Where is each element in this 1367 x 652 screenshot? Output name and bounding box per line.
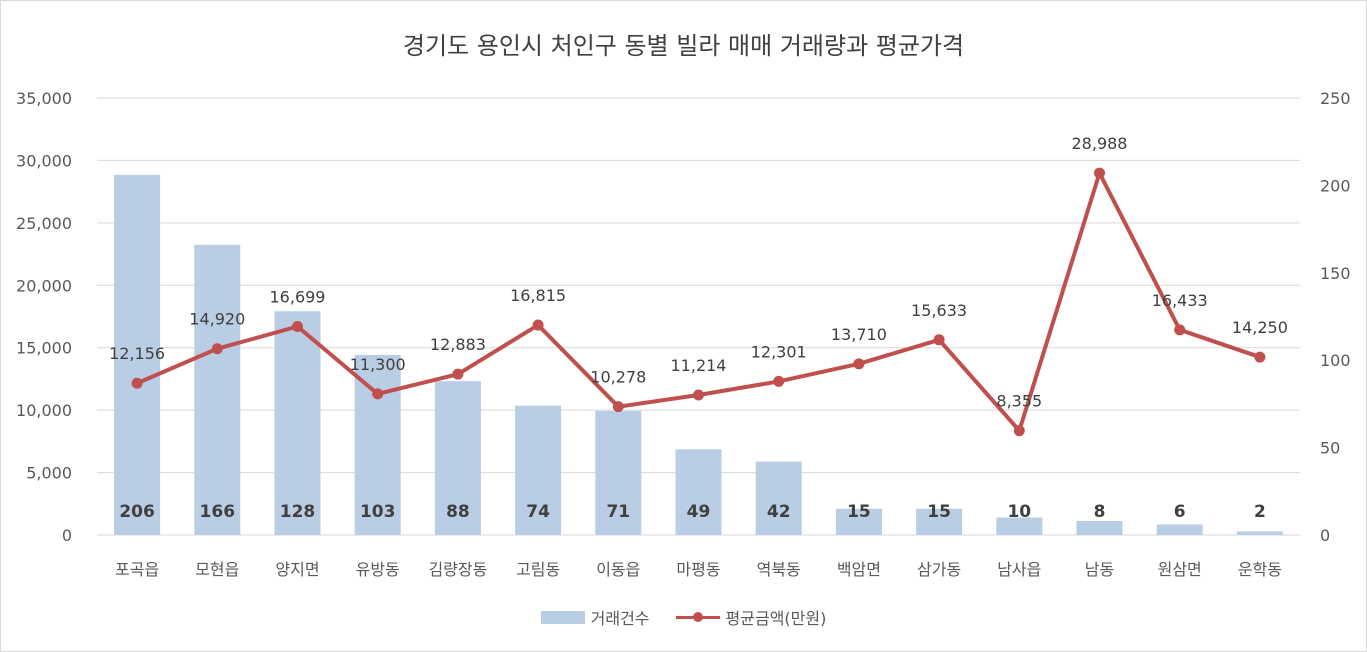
- bar-data-label: 10: [1007, 502, 1031, 522]
- x-axis-category-label: 삼가동: [917, 560, 961, 579]
- bar-data-label: 206: [119, 502, 155, 522]
- line-point: [131, 377, 143, 389]
- line-data-label: 14,250: [1232, 318, 1288, 337]
- legend-label-line: 평균금액(만원): [725, 609, 827, 628]
- bar: [675, 449, 722, 535]
- legend-item-line: 평균금액(만원): [675, 605, 827, 629]
- left-axis-tick-label: 10,000: [16, 401, 72, 420]
- line-point: [1254, 351, 1266, 363]
- bar: [194, 244, 241, 535]
- bar: [835, 508, 882, 535]
- bar-data-label: 15: [847, 502, 871, 522]
- legend: 거래건수 평균금액(만원): [0, 605, 1367, 629]
- bar: [755, 461, 802, 535]
- line-data-label: 11,214: [671, 356, 727, 375]
- x-axis-category-label: 포곡읍: [115, 560, 159, 579]
- bar-data-label: 8: [1094, 502, 1106, 522]
- x-axis-category-label: 남사읍: [997, 560, 1041, 579]
- x-axis-category-label: 역북동: [757, 560, 801, 579]
- bar: [916, 508, 963, 535]
- left-axis-tick-label: 5,000: [26, 464, 72, 483]
- line-point: [1094, 167, 1105, 179]
- bar-data-label: 42: [767, 502, 791, 522]
- line-point: [933, 334, 945, 346]
- line-data-label: 12,883: [430, 335, 486, 354]
- left-axis-tick-label: 15,000: [16, 339, 72, 358]
- bar-data-label: 128: [280, 502, 316, 522]
- bar-data-label: 49: [687, 502, 711, 522]
- bar-data-label: 166: [200, 502, 236, 522]
- right-axis-tick-label: 100: [1320, 351, 1351, 370]
- line-data-label: 16,815: [510, 286, 566, 305]
- bar: [1156, 524, 1203, 535]
- line-point: [853, 358, 865, 370]
- right-axis-tick-label: 50: [1320, 439, 1340, 458]
- bar: [354, 354, 401, 535]
- bar-data-label: 15: [927, 502, 951, 522]
- x-axis-category-label: 유방동: [356, 560, 400, 579]
- line-point: [292, 321, 303, 333]
- x-axis-category-label: 김량장동: [428, 560, 487, 579]
- bar-data-label: 74: [526, 502, 550, 522]
- bar-data-label: 88: [446, 502, 470, 522]
- left-axis-tick-label: 20,000: [16, 276, 72, 295]
- line-point: [773, 375, 785, 387]
- x-axis-category-label: 양지면: [275, 560, 319, 579]
- x-axis-category-label: 남동: [1085, 560, 1114, 579]
- line-data-label: 16,699: [270, 288, 326, 307]
- x-axis-category-label: 이동읍: [596, 560, 640, 579]
- line-data-label: 13,710: [831, 325, 887, 344]
- bar: [996, 517, 1043, 535]
- line-point: [452, 368, 464, 380]
- left-axis-tick-label: 25,000: [16, 214, 72, 233]
- right-axis-tick-label: 200: [1320, 176, 1351, 195]
- right-axis-tick-label: 150: [1320, 264, 1351, 283]
- line-data-label: 12,156: [109, 344, 165, 363]
- bar: [434, 381, 481, 535]
- chart-title: 경기도 용인시 처인구 동별 빌라 매매 거래량과 평균가격: [402, 32, 965, 60]
- line-point: [532, 319, 544, 331]
- bar: [515, 405, 562, 535]
- line-data-label: 11,300: [350, 355, 406, 374]
- legend-swatch-line: [675, 611, 720, 624]
- bar-data-label: 2: [1254, 502, 1266, 522]
- left-axis-tick-label: 35,000: [16, 89, 72, 108]
- x-axis-category-label: 모현읍: [195, 560, 239, 579]
- right-axis-tick-label: 0: [1320, 526, 1330, 545]
- line-data-label: 16,433: [1152, 291, 1208, 310]
- bar-data-label: 103: [360, 502, 396, 522]
- line-point: [1013, 425, 1025, 437]
- x-axis-category-label: 백암면: [837, 560, 881, 579]
- x-axis-category-label: 운학동: [1238, 560, 1282, 579]
- left-axis-tick-label: 30,000: [16, 151, 72, 170]
- bar-data-label: 6: [1174, 502, 1186, 522]
- line-point: [372, 388, 384, 400]
- legend-label-bar: 거래건수: [590, 609, 650, 628]
- chart-plot: 0 5,000 10,000 15,000 20,000 25,000 30,000 35,0…: [16, 89, 1351, 579]
- line-data-label: 15,633: [911, 301, 967, 320]
- x-axis-category-label: 고림동: [516, 560, 560, 579]
- bar: [1076, 521, 1123, 535]
- right-axis-tick-label: 250: [1320, 89, 1351, 108]
- legend-swatch-bar: [540, 610, 585, 624]
- line-point: [211, 343, 223, 355]
- x-axis-category-label: 마평동: [676, 560, 720, 579]
- bar-data-label: 71: [606, 502, 630, 522]
- bar: [114, 174, 161, 536]
- legend-item-bar: 거래건수: [540, 605, 650, 629]
- line-data-label: 12,301: [751, 342, 807, 361]
- line-point: [693, 389, 704, 401]
- line-data-label: 10,278: [590, 368, 646, 387]
- line-point: [1174, 324, 1186, 336]
- bar: [274, 311, 321, 535]
- bar: [595, 410, 642, 535]
- bar: [1236, 531, 1283, 535]
- left-axis-tick-label: 0: [62, 526, 72, 545]
- line-data-label: 8,355: [996, 392, 1042, 411]
- x-axis-category-label: 원삼면: [1158, 560, 1202, 579]
- line-point: [612, 401, 624, 413]
- line-data-label: 28,988: [1072, 134, 1128, 153]
- line-data-label: 14,920: [189, 310, 245, 329]
